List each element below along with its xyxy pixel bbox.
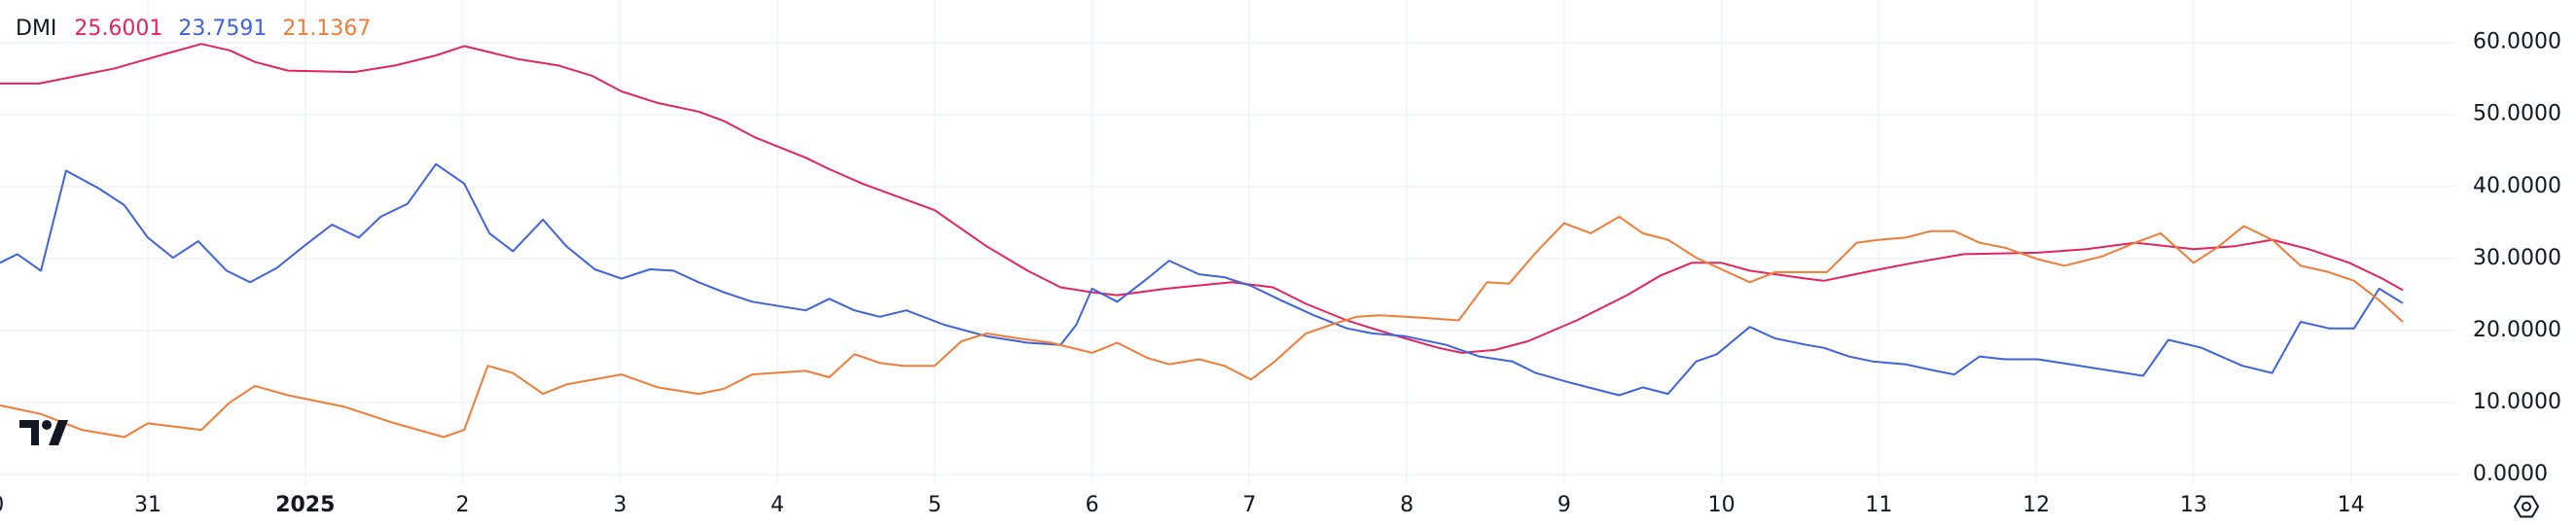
dmi-line (0, 43, 2404, 354)
dmi-line (0, 162, 2404, 397)
tradingview-logo (19, 420, 68, 445)
grid (0, 0, 2456, 484)
x-tick-label: 11 (1865, 493, 1892, 517)
legend-value: 23.7591 (178, 17, 267, 41)
x-tick-label: 4 (770, 493, 784, 517)
x-tick-label: 3 (613, 493, 626, 517)
dmi-line (0, 215, 2404, 439)
x-tick-label: 2 (456, 493, 470, 517)
x-tick-label: 6 (1086, 493, 1099, 517)
y-tick-label: 60.0000 (2473, 30, 2561, 54)
x-tick-label: 30 (0, 493, 4, 517)
x-tick-label: 13 (2180, 493, 2207, 517)
settings-icon[interactable] (2513, 495, 2540, 518)
x-tick-label: 2025 (275, 493, 335, 517)
y-tick-label: 50.0000 (2473, 102, 2561, 126)
legend-value: 21.1367 (282, 17, 371, 41)
x-tick-label: 10 (1708, 493, 1735, 517)
indicator-name: DMI (16, 17, 56, 41)
plot-area (0, 43, 2404, 439)
x-tick-label: 7 (1242, 493, 1256, 517)
x-tick-label: 9 (1557, 493, 1571, 517)
y-tick-label: 30.0000 (2473, 246, 2561, 270)
legend-value: 25.6001 (74, 17, 162, 41)
legend: DMI 25.6001 23.7591 21.1367 (16, 17, 371, 41)
x-tick-label: 8 (1400, 493, 1413, 517)
x-tick-label: 12 (2022, 493, 2050, 517)
x-tick-label: 14 (2338, 493, 2365, 517)
x-tick-label: 31 (134, 493, 161, 517)
axes: 0.0000 10.0000 20.0000 30.0000 40.0000 50.000… (0, 30, 2561, 517)
y-tick-label: 20.0000 (2473, 318, 2561, 342)
y-tick-label: 0.0000 (2473, 462, 2548, 486)
x-tick-label: 5 (928, 493, 942, 517)
y-tick-label: 40.0000 (2473, 174, 2561, 198)
y-tick-label: 10.0000 (2473, 390, 2561, 414)
